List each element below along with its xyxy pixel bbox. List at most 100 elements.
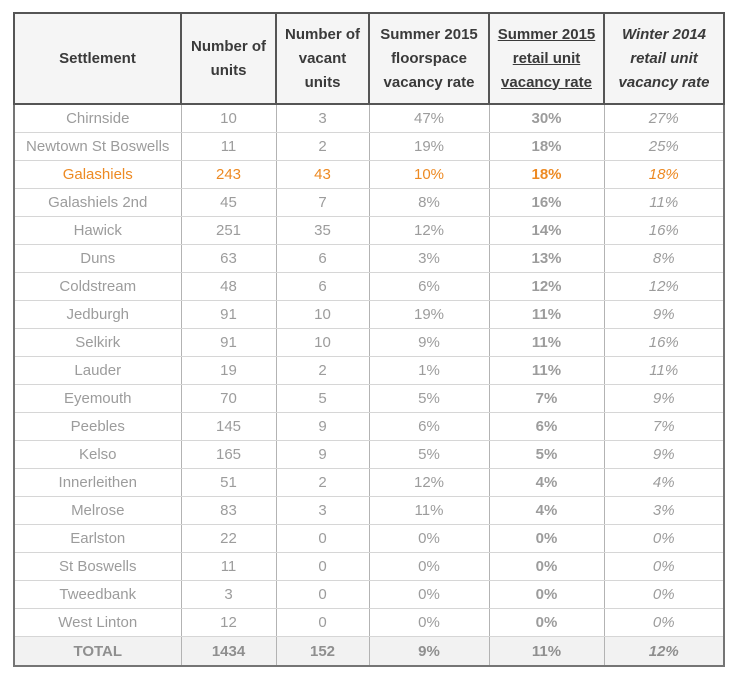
cell-vacant_units: 5 (275, 384, 370, 413)
cell-retail_rate: 11% (488, 356, 605, 385)
cell-settlement: West Linton (13, 608, 182, 637)
table-row: Chirnside 10 3 47% 30% 27% (13, 103, 725, 133)
cell-vacant_units: 43 (275, 160, 370, 189)
cell-floorspace_rate: 0% (368, 524, 490, 553)
cell-units: 10 (180, 103, 277, 133)
cell-winter_rate: 0% (603, 524, 725, 553)
cell-vacant_units: 7 (275, 188, 370, 217)
table-row: St Boswells 11 0 0% 0% 0% (13, 552, 725, 581)
cell-floorspace_rate: 8% (368, 188, 490, 217)
cell-floorspace_rate: 1% (368, 356, 490, 385)
cell-retail_rate: 4% (488, 468, 605, 497)
table-row: Hawick 251 35 12% 14% 16% (13, 216, 725, 245)
header-cell-units: Number of units (180, 12, 277, 105)
cell-units: 11 (180, 132, 277, 161)
table-row: Earlston 22 0 0% 0% 0% (13, 524, 725, 553)
cell-retail_rate: 14% (488, 216, 605, 245)
cell-winter_rate: 16% (603, 328, 725, 357)
cell-vacant_units: 10 (275, 328, 370, 357)
cell-units: 145 (180, 412, 277, 441)
cell-settlement: Peebles (13, 412, 182, 441)
cell-units: 12 (180, 608, 277, 637)
cell-retail_rate: 11% (488, 328, 605, 357)
cell-settlement: Earlston (13, 524, 182, 553)
cell-units: 165 (180, 440, 277, 469)
cell-settlement: Lauder (13, 356, 182, 385)
table-row: Galashiels 2nd 45 7 8% 16% 11% (13, 188, 725, 217)
total-cell-floorspace_rate: 9% (368, 636, 490, 666)
table-row: Selkirk 91 10 9% 11% 16% (13, 328, 725, 357)
cell-settlement: Newtown St Boswells (13, 132, 182, 161)
total-cell-vacant_units: 152 (275, 636, 370, 666)
table-row: Jedburgh 91 10 19% 11% 9% (13, 300, 725, 329)
cell-settlement: Galashiels 2nd (13, 188, 182, 217)
cell-floorspace_rate: 9% (368, 328, 490, 357)
cell-retail_rate: 5% (488, 440, 605, 469)
total-cell-winter_rate: 12% (603, 636, 725, 666)
header-cell-settlement: Settlement (13, 12, 182, 105)
cell-retail_rate: 18% (488, 132, 605, 161)
cell-units: 48 (180, 272, 277, 301)
cell-retail_rate: 12% (488, 272, 605, 301)
cell-floorspace_rate: 12% (368, 468, 490, 497)
cell-settlement: Kelso (13, 440, 182, 469)
table-body: Chirnside 10 3 47% 30% 27% Newtown St Boswells… (13, 103, 725, 637)
cell-units: 45 (180, 188, 277, 217)
cell-units: 243 (180, 160, 277, 189)
cell-retail_rate: 0% (488, 524, 605, 553)
cell-vacant_units: 6 (275, 244, 370, 273)
cell-settlement: Chirnside (13, 103, 182, 133)
header-cell-retail_rate: Summer 2015 retail unit vacancy rate (488, 12, 605, 105)
cell-winter_rate: 25% (603, 132, 725, 161)
cell-winter_rate: 4% (603, 468, 725, 497)
cell-retail_rate: 18% (488, 160, 605, 189)
header-row: Settlement Number of units Number of vacan… (13, 12, 725, 105)
cell-settlement: Coldstream (13, 272, 182, 301)
cell-floorspace_rate: 3% (368, 244, 490, 273)
cell-settlement: Jedburgh (13, 300, 182, 329)
cell-vacant_units: 0 (275, 580, 370, 609)
vacancy-table: Settlement Number of units Number of vacan… (13, 12, 725, 667)
cell-vacant_units: 3 (275, 103, 370, 133)
cell-units: 51 (180, 468, 277, 497)
cell-units: 70 (180, 384, 277, 413)
table-row: Newtown St Boswells 11 2 19% 18% 25% (13, 132, 725, 161)
cell-units: 91 (180, 328, 277, 357)
table-row: Duns 63 6 3% 13% 8% (13, 244, 725, 273)
cell-retail_rate: 0% (488, 608, 605, 637)
cell-winter_rate: 0% (603, 580, 725, 609)
cell-winter_rate: 11% (603, 356, 725, 385)
table-row: Peebles 145 9 6% 6% 7% (13, 412, 725, 441)
cell-winter_rate: 18% (603, 160, 725, 189)
cell-winter_rate: 7% (603, 412, 725, 441)
cell-settlement: Duns (13, 244, 182, 273)
cell-floorspace_rate: 47% (368, 103, 490, 133)
table-row: Innerleithen 51 2 12% 4% 4% (13, 468, 725, 497)
cell-units: 11 (180, 552, 277, 581)
cell-vacant_units: 2 (275, 356, 370, 385)
cell-floorspace_rate: 0% (368, 580, 490, 609)
cell-units: 3 (180, 580, 277, 609)
cell-units: 19 (180, 356, 277, 385)
table-row: Tweedbank 3 0 0% 0% 0% (13, 580, 725, 609)
cell-floorspace_rate: 6% (368, 272, 490, 301)
cell-vacant_units: 0 (275, 524, 370, 553)
cell-vacant_units: 9 (275, 412, 370, 441)
cell-winter_rate: 9% (603, 440, 725, 469)
total-row: TOTAL 1434 152 9% 11% 12% (13, 636, 725, 666)
table-row: Kelso 165 9 5% 5% 9% (13, 440, 725, 469)
cell-settlement: Eyemouth (13, 384, 182, 413)
cell-retail_rate: 6% (488, 412, 605, 441)
cell-floorspace_rate: 10% (368, 160, 490, 189)
cell-winter_rate: 16% (603, 216, 725, 245)
table-footer: TOTAL 1434 152 9% 11% 12% (13, 636, 725, 666)
header-cell-floorspace_rate: Summer 2015 floorspace vacancy rate (368, 12, 490, 105)
total-cell-units: 1434 (180, 636, 277, 666)
cell-settlement: Hawick (13, 216, 182, 245)
table-row: Eyemouth 70 5 5% 7% 9% (13, 384, 725, 413)
cell-settlement: Galashiels (13, 160, 182, 189)
cell-vacant_units: 2 (275, 468, 370, 497)
cell-units: 22 (180, 524, 277, 553)
cell-winter_rate: 12% (603, 272, 725, 301)
